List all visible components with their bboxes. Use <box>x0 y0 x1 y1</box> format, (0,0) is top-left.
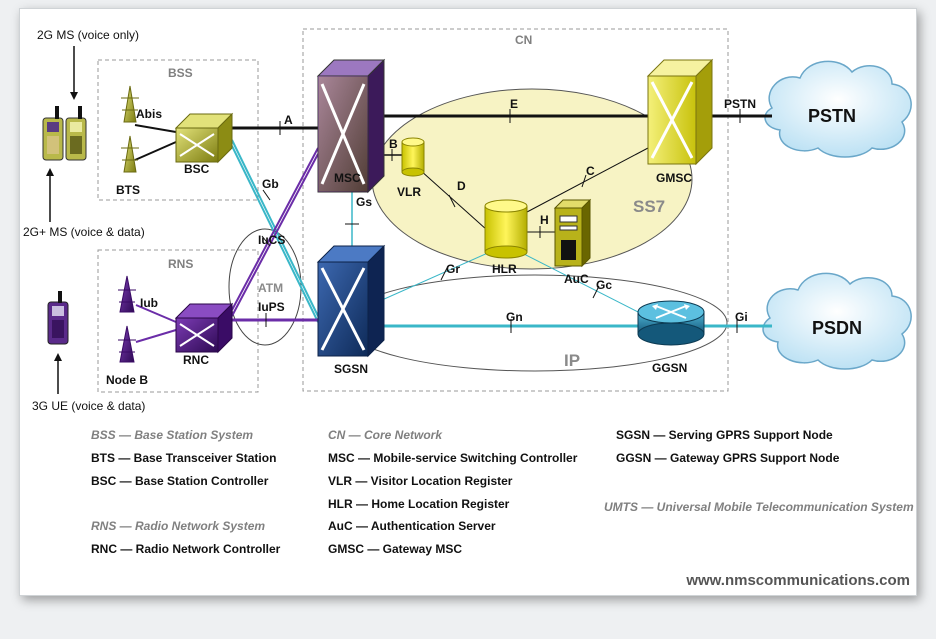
c-label: C <box>586 164 595 178</box>
legend-vlr: VLR — Visitor Location Register <box>328 474 513 488</box>
sgsn-switch-icon <box>316 244 386 358</box>
hlr-database-icon <box>484 199 528 259</box>
gr-label: Gr <box>446 262 460 276</box>
interface-ticks <box>261 109 741 333</box>
msc-switch-icon <box>316 58 386 194</box>
bss-label: BSS <box>168 66 193 80</box>
bss-region <box>97 59 259 201</box>
legend-rns: RNS — Radio Network System <box>91 519 266 533</box>
legend-hlr: HLR — Home Location Register <box>328 497 510 511</box>
ggsn-router-icon <box>637 300 705 346</box>
ip-label: IP <box>564 351 580 370</box>
e-label: E <box>510 97 518 111</box>
legend-cn: CN — Core Network <box>328 428 443 442</box>
mobile-phone-2g-icon <box>42 106 87 161</box>
rnc-label: RNC <box>183 353 209 367</box>
h-label: H <box>540 213 549 227</box>
legend-msc: MSC — Mobile-service Switching Controlle… <box>328 451 578 465</box>
legend-umts: UMTS — Universal Mobile Telecommunicatio… <box>604 500 914 514</box>
ue-3g-label: 3G UE (voice & data) <box>32 399 145 413</box>
abis-label: Abis <box>136 107 162 121</box>
sgsn-label: SGSN <box>334 362 368 376</box>
rnc-switch-icon <box>174 302 234 354</box>
pstn-interface-label: PSTN <box>724 97 756 111</box>
bts-tower-icon <box>121 85 139 173</box>
pstn-cloud-label: PSTN <box>808 106 856 126</box>
d-label: D <box>457 179 466 193</box>
legend-auc: AuC — Authentication Server <box>328 519 496 533</box>
iups-label: IuPS <box>258 300 285 314</box>
legend-bts: BTS — Base Transceiver Station <box>91 451 277 465</box>
legend-ggsn: GGSN — Gateway GPRS Support Node <box>616 451 840 465</box>
psdn-cloud-label: PSDN <box>812 318 862 338</box>
iucs-label: IuCS <box>258 233 285 247</box>
iub-label: Iub <box>140 296 158 310</box>
gn-label: Gn <box>506 310 523 324</box>
gmsc-label: GMSC <box>656 171 692 185</box>
legend-sgsn: SGSN — Serving GPRS Support Node <box>616 428 833 442</box>
gs-label: Gs <box>356 195 372 209</box>
bsc-label: BSC <box>184 162 210 176</box>
msc-label: MSC <box>334 171 361 185</box>
vlr-database-icon <box>401 137 425 177</box>
ms-2g-plus-label: 2G+ MS (voice & data) <box>23 225 145 239</box>
rns-label: RNS <box>168 257 193 271</box>
mobile-phone-3g-icon <box>47 291 69 345</box>
vlr-label: VLR <box>397 185 421 199</box>
bsc-switch-icon <box>174 112 234 164</box>
ms-2g-label: 2G MS (voice only) <box>37 28 139 42</box>
node-b-tower-icon <box>118 275 136 363</box>
gb-label: Gb <box>262 177 279 191</box>
a-label: A <box>284 113 293 127</box>
cn-label: CN <box>515 33 532 47</box>
legend-rnc: RNC — Radio Network Controller <box>91 542 281 556</box>
hlr-label: HLR <box>492 262 517 276</box>
psdn-cloud <box>762 272 912 370</box>
gmsc-switch-icon <box>646 58 714 166</box>
ggsn-label: GGSN <box>652 361 687 375</box>
b-label: B <box>389 137 398 151</box>
gi-label: Gi <box>735 310 748 324</box>
gc-label: Gc <box>596 278 612 292</box>
atm-label: ATM <box>258 281 283 295</box>
ss7-label: SS7 <box>633 197 665 216</box>
website-url: www.nmscommunications.com <box>686 572 910 589</box>
legend-bsc: BSC — Base Station Controller <box>91 474 269 488</box>
legend-gmsc: GMSC — Gateway MSC <box>328 542 463 556</box>
cn-region <box>302 28 729 392</box>
legend-bss: BSS — Base Station System <box>91 428 254 442</box>
node-b-label: Node B <box>106 373 148 387</box>
pstn-cloud <box>764 60 912 158</box>
auc-label: AuC <box>564 272 589 286</box>
bts-label: BTS <box>116 183 140 197</box>
auc-server-icon <box>553 198 592 268</box>
links <box>46 46 772 394</box>
